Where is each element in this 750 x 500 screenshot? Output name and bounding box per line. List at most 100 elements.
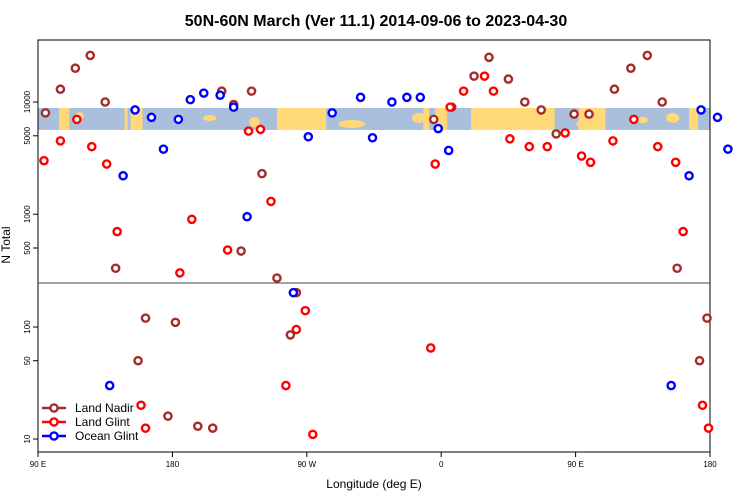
plot-frame — [37, 39, 711, 453]
land-glint-point — [39, 155, 49, 166]
land-nadir-point — [569, 109, 579, 119]
ocean-glint-point — [443, 145, 454, 156]
land-glint-point — [86, 141, 97, 152]
land-glint-point — [629, 114, 639, 125]
chart-title: 50N-60N March (Ver 11.1) 2014-09-06 to 2… — [185, 13, 568, 30]
land-glint-point — [255, 124, 266, 135]
y-tick-label: 5000 — [23, 126, 32, 144]
land-glint-point — [608, 136, 618, 146]
land-glint-point — [652, 141, 663, 152]
x-tick-label: 90 E — [567, 460, 583, 469]
land-nadir-point — [236, 246, 246, 256]
map-ocean-region — [698, 108, 710, 130]
land-glint-point — [222, 245, 233, 255]
land-nadir-point — [503, 74, 514, 84]
land-nadir-point — [428, 114, 439, 125]
land-nadir-point — [70, 63, 81, 74]
land-glint-point — [187, 214, 197, 225]
land-nadir-legend-label: Land Nadir — [75, 401, 134, 415]
ocean-glint-point — [712, 112, 723, 123]
land-nadir-point — [246, 86, 257, 96]
ocean-glint-point — [215, 90, 225, 100]
land-glint-point — [505, 133, 515, 144]
y-tick-label: 50 — [23, 356, 32, 365]
land-nadir-point — [642, 50, 653, 61]
land-nadir-point — [626, 63, 636, 74]
land-glint-point — [101, 159, 112, 169]
ocean-glint-point — [684, 170, 694, 181]
ocean-glint-point — [288, 287, 299, 298]
ocean-glint-point — [327, 108, 337, 118]
land-nadir-point — [285, 330, 296, 340]
land-nadir-point — [100, 97, 110, 107]
land-nadir-point — [484, 52, 494, 63]
y-axis: 500 1000 5000 10000 10 50 100 — [23, 90, 38, 443]
ocean-glint-point — [146, 112, 157, 123]
land-nadir-point — [469, 71, 479, 81]
land-glint-point — [300, 305, 311, 316]
land-glint-point — [307, 429, 318, 440]
land-nadir-legend-marker — [49, 403, 59, 413]
land-glint-point — [479, 71, 490, 81]
map-ocean-region — [326, 108, 424, 130]
land-nadir-point — [140, 313, 151, 323]
land-glint-point — [243, 126, 254, 136]
land-nadir-point — [672, 263, 682, 274]
land-glint-point — [430, 159, 441, 169]
ocean-glint-point — [198, 88, 209, 98]
ocean-glint-point — [158, 144, 169, 154]
land-nadir-point — [40, 108, 51, 118]
ocean-glint-point — [387, 97, 397, 107]
land-glint-point — [560, 128, 570, 138]
y-tick-label: 1000 — [23, 205, 32, 223]
ocean-glint-point — [118, 170, 128, 181]
land-nadir-point — [520, 97, 530, 107]
ocean-glint-point — [185, 94, 196, 105]
y-axis-label: N Total — [0, 226, 13, 263]
land-nadir-point — [584, 109, 594, 119]
map-island — [412, 113, 426, 123]
land-glint-point — [266, 196, 276, 207]
land-nadir-point — [55, 84, 66, 95]
ocean-glint-point — [228, 102, 239, 112]
land-nadir-point — [170, 317, 181, 328]
map-island — [203, 115, 217, 121]
land-glint-point — [542, 141, 553, 152]
ocean-glint-point — [130, 105, 140, 115]
x-axis-label: Longitude (deg E) — [326, 477, 421, 491]
map-ocean-region — [127, 108, 131, 130]
land-nadir-point — [272, 273, 282, 283]
x-tick-label: 90 W — [297, 460, 316, 469]
map-island — [637, 117, 649, 123]
land-nadir-point — [551, 129, 561, 139]
land-nadir-point — [702, 313, 712, 323]
land-glint-point — [140, 423, 151, 433]
land-nadir-point — [536, 105, 547, 115]
y-tick-label: 10000 — [23, 90, 32, 113]
land-nadir-point — [207, 423, 218, 433]
land-glint-point — [291, 324, 302, 335]
land-glint-point — [72, 114, 82, 125]
x-tick-label: 180 — [166, 460, 180, 469]
map-island — [338, 120, 365, 128]
land-glint-point — [136, 400, 146, 411]
land-glint-point — [703, 423, 714, 433]
land-nadir-point — [192, 421, 203, 432]
map-ocean-region — [447, 108, 472, 130]
land-glint-point — [697, 400, 708, 411]
map-island — [666, 113, 680, 123]
x-tick-label: 0 — [439, 460, 444, 469]
land-glint-point — [524, 141, 535, 152]
land-glint-point — [445, 102, 455, 112]
land-glint-point — [488, 86, 499, 96]
ocean-glint-point — [723, 144, 733, 154]
map-island — [488, 113, 508, 119]
land-glint-point — [576, 151, 587, 161]
land-glint-point — [678, 226, 688, 237]
map-ocean-region — [69, 108, 125, 130]
y-tick-label: 100 — [23, 320, 32, 334]
land-nadir-point — [110, 263, 121, 274]
ocean-glint-point — [433, 123, 444, 134]
